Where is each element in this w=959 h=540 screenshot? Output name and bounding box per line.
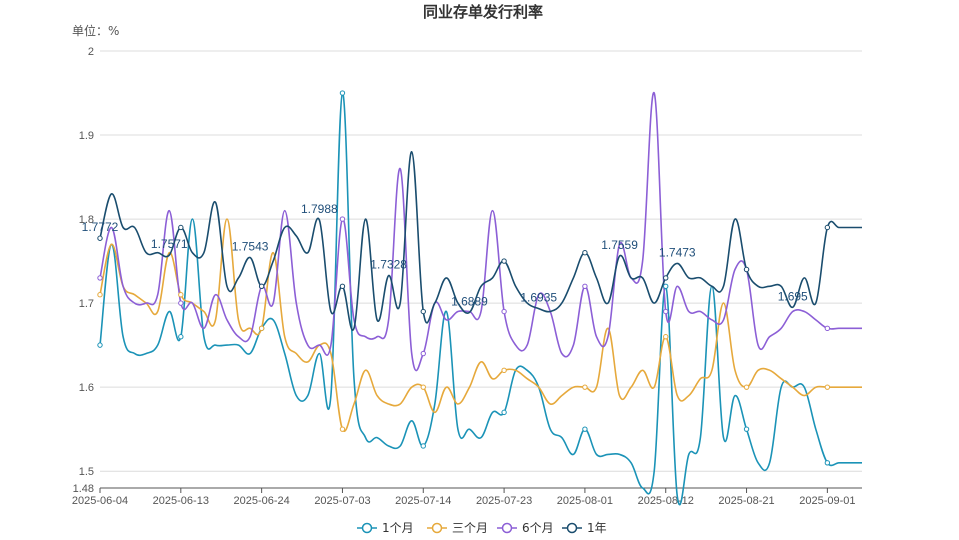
marker-layer <box>97 90 831 466</box>
series-point-3 <box>97 235 103 241</box>
data-label: 1.7772 <box>82 220 119 234</box>
chart-title: 同业存单发行利率 <box>423 3 543 21</box>
y-tick-label: 1.5 <box>79 466 94 478</box>
data-label: 1.7559 <box>601 238 638 252</box>
series-layer <box>99 92 862 506</box>
x-tick-label: 2025-08-01 <box>557 495 613 507</box>
series-line-0 <box>99 92 862 506</box>
series-point-3 <box>501 258 507 264</box>
legend-label: 1年 <box>587 521 607 535</box>
axis-layer: 1.48 1.5 1.6 1.7 1.8 1.9 2 2025-06-04 2025-06-13… <box>72 46 862 507</box>
series-line-2 <box>99 92 862 372</box>
series-point-1 <box>258 325 265 332</box>
x-tick-label: 2025-09-01 <box>799 495 855 507</box>
series-point-1 <box>501 367 507 374</box>
series-point-3 <box>582 249 588 256</box>
y-tick-label: 1.6 <box>79 382 94 394</box>
series-point-3 <box>339 283 346 290</box>
x-tick-label: 2025-07-14 <box>395 495 451 507</box>
legend-swatch-marker <box>431 522 443 534</box>
series-point-1 <box>339 426 346 432</box>
series-point-3 <box>420 308 426 315</box>
data-label-layer: 1.7772 1.7571 1.7543 1.7988 1.7328 1.6889 1.69… <box>82 202 808 308</box>
legend-swatch-marker <box>361 522 373 534</box>
series-point-0 <box>501 409 507 416</box>
x-tick-label: 2025-06-04 <box>72 495 128 507</box>
y-tick-label: 2 <box>88 46 94 58</box>
x-tick-label: 2025-08-21 <box>718 495 774 507</box>
series-point-3 <box>178 224 184 231</box>
series-point-2 <box>178 300 184 306</box>
series-point-3 <box>663 275 669 281</box>
series-point-0 <box>178 334 184 340</box>
series-line-3 <box>99 150 862 331</box>
series-point-0 <box>582 426 588 432</box>
legend-swatch-marker <box>501 522 513 534</box>
data-label: 1.7571 <box>151 237 188 251</box>
series-point-2 <box>420 350 426 357</box>
data-label: 1.6889 <box>451 294 488 308</box>
series-point-3 <box>743 266 750 273</box>
series-point-2 <box>824 325 831 332</box>
series-point-1 <box>97 292 103 298</box>
series-point-2 <box>582 283 588 290</box>
data-label: 1.695 <box>778 289 808 303</box>
x-tick-label: 2025-06-24 <box>233 495 289 507</box>
legend-label: 1个月 <box>382 521 414 535</box>
series-point-3 <box>258 283 265 290</box>
data-label: 1.7988 <box>301 202 338 216</box>
unit-label: 单位：% <box>72 23 119 38</box>
data-label: 1.7328 <box>370 258 407 272</box>
series-point-3 <box>824 224 831 231</box>
series-point-1 <box>420 384 426 390</box>
series-point-2 <box>663 308 669 315</box>
series-point-0 <box>339 90 346 96</box>
series-point-0 <box>743 426 750 432</box>
series-point-0 <box>420 443 426 449</box>
y-tick-label: 1.48 <box>73 483 94 495</box>
legend-label: 三个月 <box>452 521 488 535</box>
series-point-1 <box>582 384 588 390</box>
series-point-0 <box>824 460 831 466</box>
legend-swatch-marker <box>566 522 578 534</box>
x-tick-label: 2025-08-12 <box>638 495 694 507</box>
series-line-1 <box>99 218 862 432</box>
y-tick-label: 1.9 <box>79 130 94 142</box>
series-point-0 <box>97 342 103 348</box>
x-tick-label: 2025-07-23 <box>476 495 532 507</box>
series-point-2 <box>501 308 507 315</box>
series-point-1 <box>663 334 669 340</box>
series-point-1 <box>743 384 750 390</box>
data-label: 1.7543 <box>232 239 269 253</box>
legend: 1个月 三个月 6个月 1年 <box>357 521 607 535</box>
series-point-1 <box>824 384 831 390</box>
data-label: 1.7473 <box>659 245 696 259</box>
y-tick-label: 1.7 <box>79 298 94 310</box>
series-point-2 <box>97 275 103 281</box>
grid-layer <box>100 50 862 472</box>
legend-label: 6个月 <box>522 521 554 535</box>
series-point-1 <box>178 292 184 298</box>
x-tick-label: 2025-07-03 <box>314 495 370 507</box>
y-tick-label: 1.8 <box>79 214 94 226</box>
series-point-2 <box>339 216 346 222</box>
data-label: 1.6935 <box>520 291 557 305</box>
series-point-0 <box>663 283 669 290</box>
x-tick-label: 2025-06-13 <box>153 495 209 507</box>
